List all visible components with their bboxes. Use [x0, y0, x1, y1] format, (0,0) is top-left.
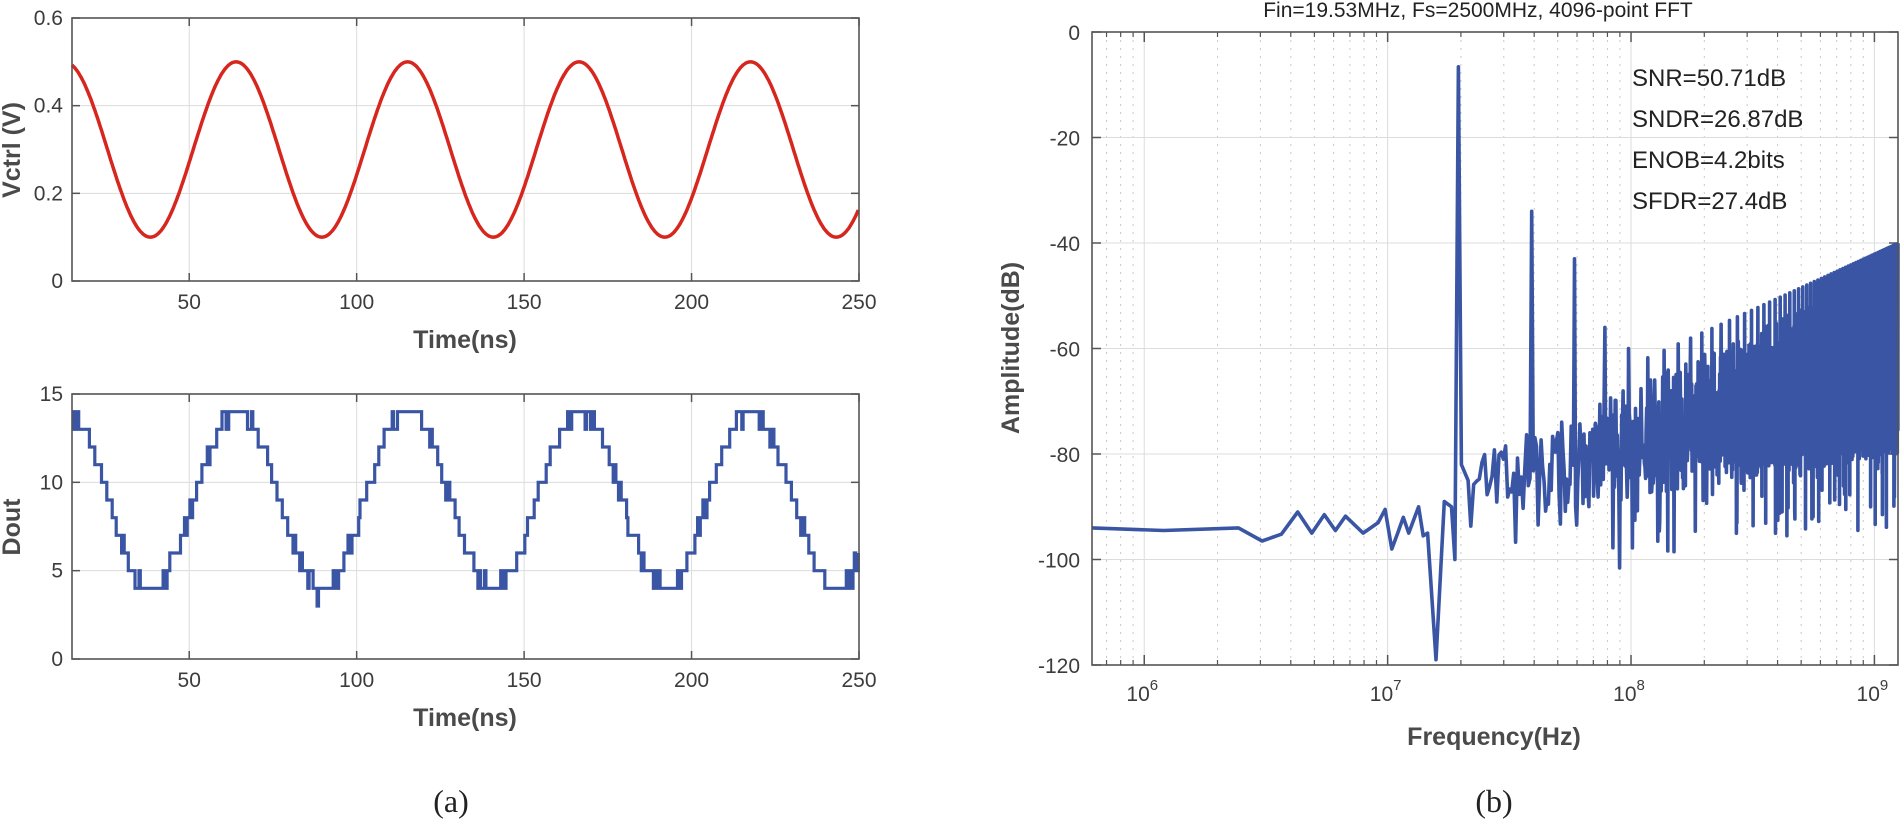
x-tick-label: 107 — [1370, 677, 1402, 706]
fft-annotation-sndr: SNDR=26.87dB — [1632, 106, 1803, 133]
dout-xlabel: Time(ns) — [413, 704, 517, 732]
y-tick-label: -120 — [1038, 655, 1080, 678]
y-tick-label: 0 — [51, 648, 63, 671]
caption-a: (a) — [433, 783, 469, 819]
y-tick-label: 0.4 — [34, 95, 64, 118]
x-tick-label: 106 — [1126, 677, 1158, 706]
dout-axes-box — [71, 393, 860, 660]
y-tick-label: 15 — [40, 383, 63, 406]
fft-xlabel: Frequency(Hz) — [1407, 723, 1581, 751]
y-tick-label: 5 — [51, 560, 63, 583]
y-tick-label: 0 — [1068, 22, 1080, 45]
fft-annotation-sfdr: SFDR=27.4dB — [1632, 188, 1787, 215]
y-tick-label: -60 — [1050, 339, 1080, 362]
x-tick-label: 200 — [674, 291, 709, 314]
y-tick-label: 0 — [51, 270, 63, 293]
fft-annotation-enob: ENOB=4.2bits — [1632, 147, 1785, 174]
x-tick-label: 250 — [841, 291, 876, 314]
vctrl-axes-box — [71, 17, 860, 282]
fft-plot: Fin=19.53MHz, Fs=2500MHz, 4096-point FFT… — [997, 0, 1900, 751]
x-tick-label: 109 — [1857, 677, 1889, 706]
x-tick-label: 50 — [178, 291, 201, 314]
vctrl-ylabel: Vctrl (V) — [0, 102, 26, 198]
fft-annotation-snr: SNR=50.71dB — [1632, 65, 1786, 92]
y-tick-label: -40 — [1050, 233, 1080, 256]
fft-axes-box — [1091, 31, 1899, 666]
dout-line — [71, 410, 860, 608]
fft-ylabel: Amplitude(dB) — [997, 262, 1025, 434]
x-tick-label: 50 — [178, 669, 201, 692]
dout-grid — [72, 393, 860, 660]
y-tick-label: 10 — [40, 471, 63, 494]
fft-tick-labels: 106 107 108 109 0 -20 -40 -60 -80 -100 -120 — [1038, 22, 1888, 706]
x-tick-label: 250 — [841, 669, 876, 692]
vctrl-xlabel: Time(ns) — [413, 326, 517, 354]
y-tick-label: -100 — [1038, 550, 1080, 573]
x-tick-label: 100 — [339, 669, 374, 692]
x-tick-label: 200 — [674, 669, 709, 692]
x-tick-label: 150 — [507, 291, 542, 314]
x-tick-label: 108 — [1613, 677, 1645, 706]
y-tick-label: -20 — [1050, 128, 1080, 151]
x-tick-label: 150 — [507, 669, 542, 692]
dout-plot: 50 100 150 200 250 0 5 10 15 Time(ns) Dout — [0, 383, 877, 732]
y-tick-label: 0.2 — [34, 182, 63, 205]
dout-ylabel: Dout — [0, 498, 26, 556]
dout-tick-labels: 50 100 150 200 250 0 5 10 15 — [40, 383, 877, 692]
y-tick-label: -80 — [1050, 444, 1080, 467]
vctrl-tick-labels: 50 100 150 200 250 0 0.2 0.4 0.6 — [34, 7, 877, 314]
vctrl-plot: 50 100 150 200 250 0 0.2 0.4 0.6 Time(ns) Vctrl … — [0, 7, 877, 354]
vctrl-grid — [72, 17, 860, 282]
fft-title: Fin=19.53MHz, Fs=2500MHz, 4096-point FFT — [1263, 0, 1693, 22]
y-tick-label: 0.6 — [34, 7, 63, 30]
x-tick-label: 100 — [339, 291, 374, 314]
fft-spectrum-line — [1091, 65, 1900, 662]
vctrl-line — [70, 60, 860, 239]
caption-b: (b) — [1475, 783, 1512, 819]
